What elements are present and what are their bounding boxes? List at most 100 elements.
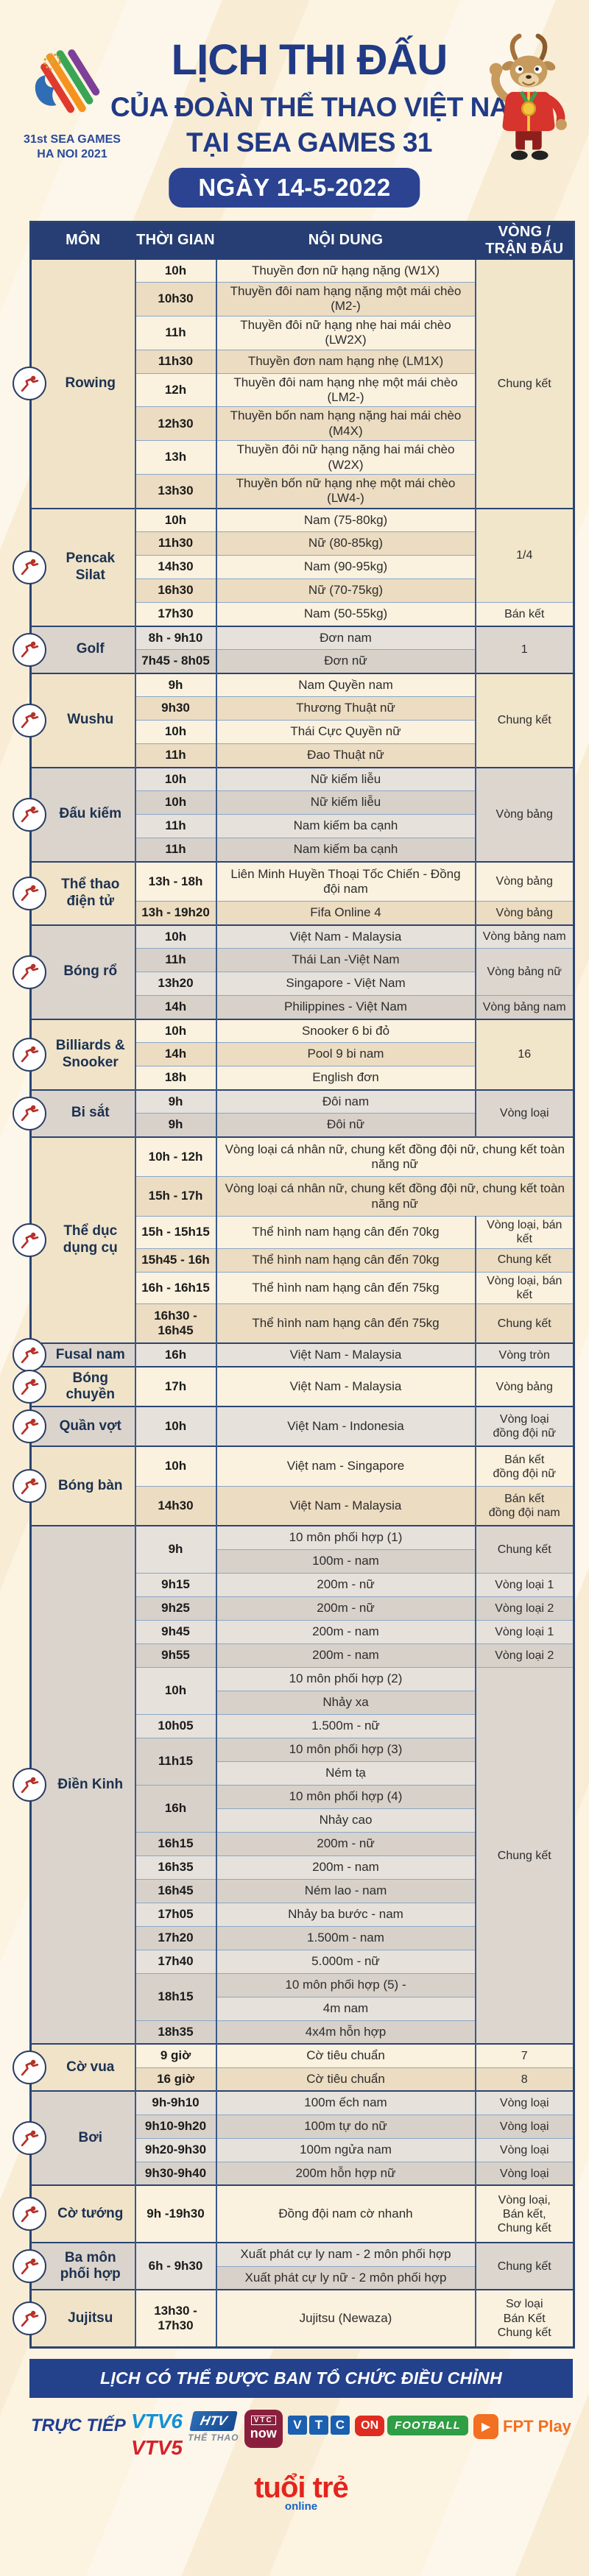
schedule-row: Golf 8h - 9h10 Đơn nam 1: [13, 625, 575, 674]
sport-cell: Bi sắt: [13, 1089, 136, 1138]
sport-name: Điền Kinh: [57, 1777, 124, 1793]
schedule-row: Thể dục dụng cụ 10h - 12h Vòng loại cá nhâ…: [13, 1136, 575, 1344]
page-title: LỊCH THI ĐẤU: [171, 36, 448, 84]
schedule-row: Cờ vua 9 giờ Cờ tiêu chuẩn 7: [13, 2043, 575, 2092]
disclaimer-banner: LỊCH CÓ THỂ ĐƯỢC BAN TỔ CHỨC ĐIỀU CHỈNH: [29, 2358, 573, 2398]
schedule-row: Wushu 9h Nam Quyền nam Chung kết: [13, 672, 575, 768]
gymnastics-icon: [13, 1223, 46, 1258]
live-label: TRỰC TIẾP: [31, 2415, 126, 2435]
schedule-row: 11h30 Nữ (80-85kg): [31, 531, 574, 556]
event-cell: Nam kiếm ba cạnh: [215, 814, 476, 839]
schedule-row: 10h05 1.500m - nữ: [31, 1713, 574, 1738]
sport-cell: Đấu kiếm: [13, 766, 136, 863]
time-cell: 17h30: [134, 602, 217, 627]
schedule-row: 16h30 Nữ (70-75kg): [31, 578, 574, 604]
time-cell: 9h -19h30: [134, 2184, 217, 2243]
swimming-icon: [13, 2121, 46, 2156]
schedule-row: 9h25 200m - nữ Vòng loại 2: [31, 1596, 575, 1621]
round-cell: Vòng bảng: [474, 901, 575, 926]
time-cell: 15h45 - 16h: [134, 1248, 217, 1273]
event-cell: Đôi nam: [215, 1089, 476, 1114]
time-cell: 17h05: [134, 1902, 217, 1927]
sea-games-logo-text: 31st SEA GAMES HA NOI 2021: [13, 132, 131, 162]
time-cell: 10h: [134, 1666, 217, 1715]
schedule-head: MÔN THỜI GIAN NỘI DUNG VÒNG / TRẬN ĐẤU: [29, 221, 575, 260]
vtc-letter-c: C: [330, 2415, 350, 2435]
time-cell: 9h30-9h40: [134, 2161, 217, 2186]
schedule-row: 16h35 200m - nam: [31, 1855, 574, 1880]
time-cell: 10h: [134, 1446, 217, 1487]
event-cell: Xuất phát cự ly nữ - 2 môn phối hợp: [215, 2265, 476, 2290]
event-cell: 10 môn phối hợp (4): [215, 1784, 476, 1809]
time-cell: 10h - 12h: [134, 1136, 217, 1178]
event-cell: Cờ tiêu chuẩn: [215, 2067, 476, 2092]
time-cell: 9h: [134, 1089, 217, 1114]
event-cell: 200m - nữ: [215, 1831, 476, 1856]
sport-cell: Pencak Silat: [13, 507, 136, 627]
page-subtitle-2: TẠI SEA GAMES 31: [186, 127, 432, 158]
schedule-row: Bóng bàn 10h Việt nam - Singapore Bán kết đ…: [13, 1446, 575, 1526]
round-cell: Vòng loại: [474, 2114, 575, 2139]
schedule-row: 13h20 Singapore - Việt Nam: [31, 972, 574, 997]
schedule-row: 10h 10 môn phối hợp (2) Chung kết: [31, 1666, 575, 2045]
sport-cell: Golf: [13, 625, 136, 674]
event-cell: 10 môn phối hợp (1): [215, 1525, 476, 1550]
time-cell: 11h: [134, 948, 217, 973]
event-cell: Việt Nam - Malaysia: [215, 1485, 476, 1526]
schedule-wrap: MÔN THỜI GIAN NỘI DUNG VÒNG / TRẬN ĐẤU R…: [13, 221, 575, 2513]
schedule-row: 17h05 Nhảy ba bước - nam: [31, 1902, 574, 1927]
sport-cell: Billiards & Snooker: [13, 1018, 136, 1091]
col-header-time: THỜI GIAN: [134, 221, 217, 260]
fencing-icon: [13, 797, 46, 832]
event-cell: 200m - nam: [215, 1855, 476, 1880]
event-cell: 200m - nam: [215, 1643, 476, 1668]
sport-cell: Bóng bàn: [13, 1446, 136, 1526]
time-cell: 10h: [134, 258, 217, 283]
schedule-row: Điền Kinh 9h 10 môn phối hợp (1) Chung kết: [13, 1525, 575, 2045]
time-cell: 18h35: [134, 2020, 217, 2045]
event-cell: Singapore - Việt Nam: [215, 972, 476, 997]
event-cell: Vòng loại cá nhân nữ, chung kết đồng đội…: [215, 1136, 575, 1178]
athletics-icon: [13, 1768, 46, 1802]
round-cell: Chung kết: [474, 2242, 575, 2290]
round-cell: 1: [474, 625, 575, 674]
event-cell: Đôi nữ: [215, 1113, 476, 1138]
vtv-logos: VTV6 VTV5: [131, 2410, 183, 2460]
event-cell: Nam (50-55kg): [215, 602, 476, 627]
round-cell: Vòng loại, bán kết: [474, 1271, 575, 1304]
event-cell: Pool 9 bi nam: [215, 1042, 476, 1067]
event-cell: Nữ kiếm liễu: [215, 790, 476, 815]
event-cell: Đao Thuật nữ: [215, 743, 476, 768]
time-cell: 13h - 18h: [134, 860, 217, 902]
page-subtitle-1: CỦA ĐOÀN THỂ THAO VIỆT NAM: [110, 92, 532, 122]
sport-cell: Ba môn phối hợp: [13, 2242, 136, 2290]
time-cell: 13h30: [134, 473, 217, 509]
round-cell: Vòng bảng nữ: [474, 948, 575, 997]
sport-name: Rowing: [65, 375, 116, 391]
schedule-row: 9h10-9h20 100m tự do nữ Vòng loại: [31, 2114, 575, 2139]
round-cell: Vòng bảng nam: [474, 924, 575, 949]
round-cell: 8: [474, 2067, 575, 2092]
schedule-row: 16h - 16h15 Thể hình nam hạng cân đến 75k…: [31, 1271, 575, 1304]
schedule-row: 16h15 200m - nữ: [31, 1831, 574, 1856]
sport-name: Cờ vua: [66, 2059, 115, 2076]
rowing-icon: [13, 367, 46, 401]
time-cell: 6h - 9h30: [134, 2242, 217, 2290]
event-cell: Thuyền đơn nam hạng nhẹ (LM1X): [215, 349, 476, 374]
on-badge: ON: [355, 2415, 385, 2436]
event-cell: Thuyền đôi nam hạng nhẹ một mái chèo (LM…: [215, 372, 476, 408]
event-cell: 200m - nam: [215, 1619, 476, 1644]
sport-cell: Rowing: [13, 258, 136, 509]
event-cell: 100m ngửa nam: [215, 2137, 476, 2162]
round-cell: Chung kết: [474, 672, 575, 768]
time-cell: 16h35: [134, 1855, 217, 1880]
sport-cell: Điền Kinh: [13, 1525, 136, 2045]
time-cell: 17h: [134, 1366, 217, 1407]
time-cell: 10h: [134, 1406, 217, 1447]
round-cell: Vòng bảng: [474, 766, 575, 863]
time-cell: 9h10-9h20: [134, 2114, 217, 2139]
time-cell: 10h: [134, 507, 217, 533]
sport-cell: Bóng rổ: [13, 924, 136, 1020]
round-cell: Vòng bảng nam: [474, 995, 575, 1020]
schedule-row: 9h Đôi nữ: [31, 1113, 574, 1138]
